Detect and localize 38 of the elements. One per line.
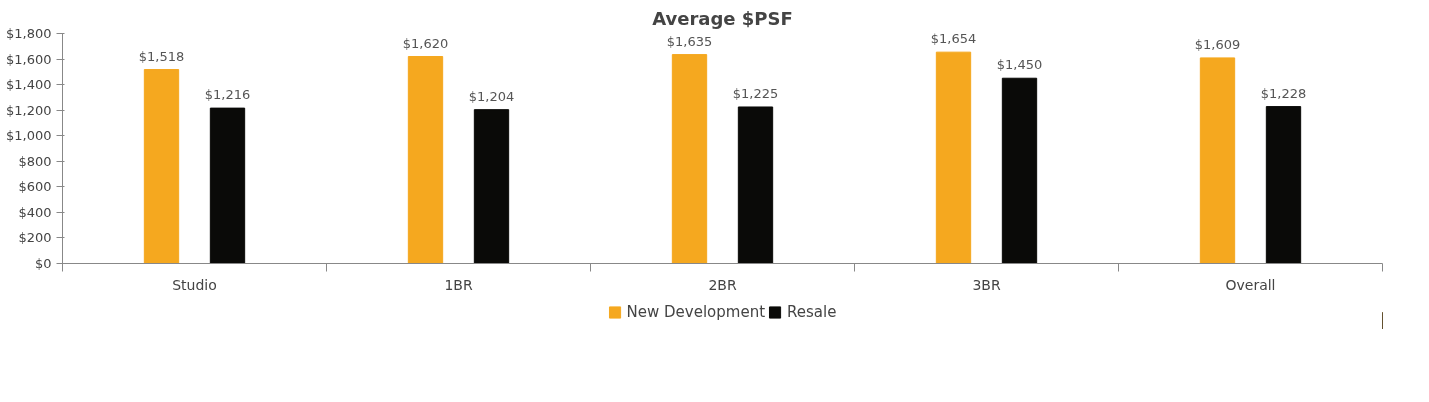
x-tick-label: 3BR — [972, 276, 1001, 293]
data-label: $1,518 — [138, 48, 185, 64]
y-tick-label: $400 — [18, 204, 52, 220]
x-tick-label: 2BR — [708, 276, 737, 293]
data-label: $1,216 — [204, 87, 251, 103]
y-tick-label: $800 — [18, 153, 52, 169]
data-label: $1,450 — [996, 57, 1043, 73]
data-label: $1,654 — [930, 31, 977, 47]
bar — [143, 69, 180, 264]
y-tick-label: $1,200 — [6, 102, 52, 118]
bar — [209, 107, 246, 264]
y-tick-label: $600 — [18, 179, 52, 195]
bar — [1265, 106, 1302, 264]
chart-title: Average $PSF — [652, 7, 793, 29]
data-label: $1,635 — [666, 33, 713, 49]
data-label: $1,620 — [402, 35, 449, 51]
y-tick-label: $200 — [18, 230, 52, 246]
bar — [407, 56, 444, 264]
bar — [935, 51, 972, 264]
y-tick-label: $1,000 — [6, 128, 52, 144]
y-tick-label: $1,800 — [6, 26, 52, 41]
legend-label: Resale — [787, 303, 837, 321]
x-tick-label: Overall — [1225, 276, 1276, 293]
y-tick-label: $1,600 — [6, 51, 52, 67]
data-label: $1,609 — [1194, 36, 1241, 52]
bar — [1199, 57, 1236, 264]
bar — [1001, 77, 1038, 264]
bar — [473, 109, 510, 264]
bar — [737, 106, 774, 264]
x-tick-label: Studio — [172, 276, 217, 293]
y-tick-label: $0 — [34, 256, 52, 271]
data-label: $1,204 — [468, 88, 515, 104]
bar — [671, 54, 708, 264]
y-tick-label: $1,400 — [6, 77, 52, 93]
data-label: $1,225 — [732, 85, 779, 101]
data-label: $1,228 — [1260, 85, 1307, 101]
x-tick-label: 1BR — [444, 276, 473, 293]
legend-label: New Development — [626, 303, 766, 321]
